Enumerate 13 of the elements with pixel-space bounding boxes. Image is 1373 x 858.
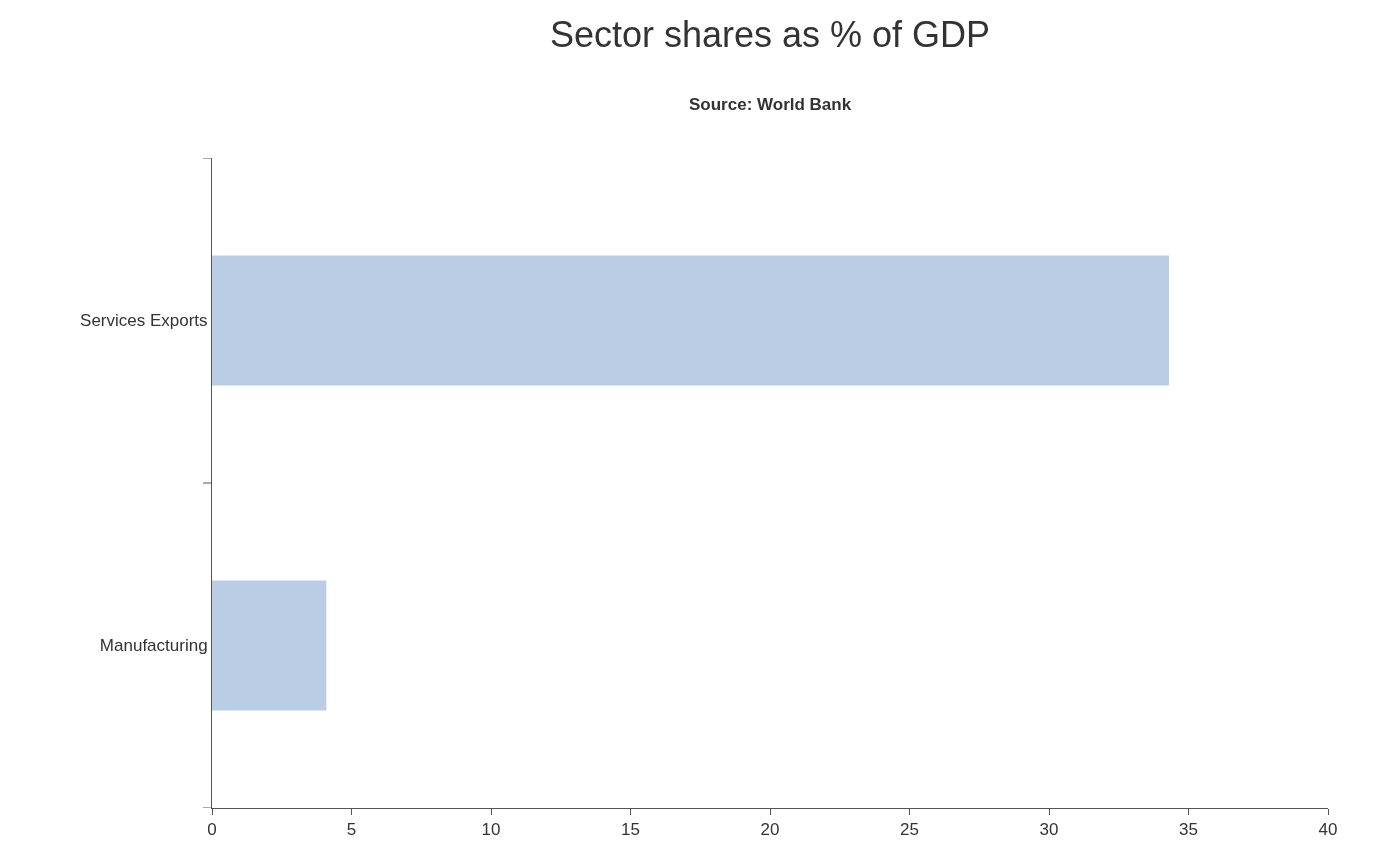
x-tick-label: 20 bbox=[760, 820, 780, 840]
y-tick-label: Manufacturing bbox=[99, 636, 208, 656]
x-tick-label: 25 bbox=[900, 820, 919, 840]
x-tick-label: 0 bbox=[207, 820, 217, 840]
x-tick-label: 10 bbox=[481, 820, 501, 840]
x-tick-label: 15 bbox=[621, 820, 640, 840]
chart-title: Sector shares as % of GDP bbox=[549, 13, 991, 55]
x-tick-label: 30 bbox=[1039, 820, 1059, 840]
chart-subtitle: Source: World Bank bbox=[689, 95, 852, 114]
x-tick-label: 35 bbox=[1179, 820, 1198, 840]
y-tick-label: Services Exports bbox=[80, 311, 208, 331]
x-tick-label: 40 bbox=[1318, 820, 1338, 840]
x-tick-label: 5 bbox=[346, 820, 357, 840]
